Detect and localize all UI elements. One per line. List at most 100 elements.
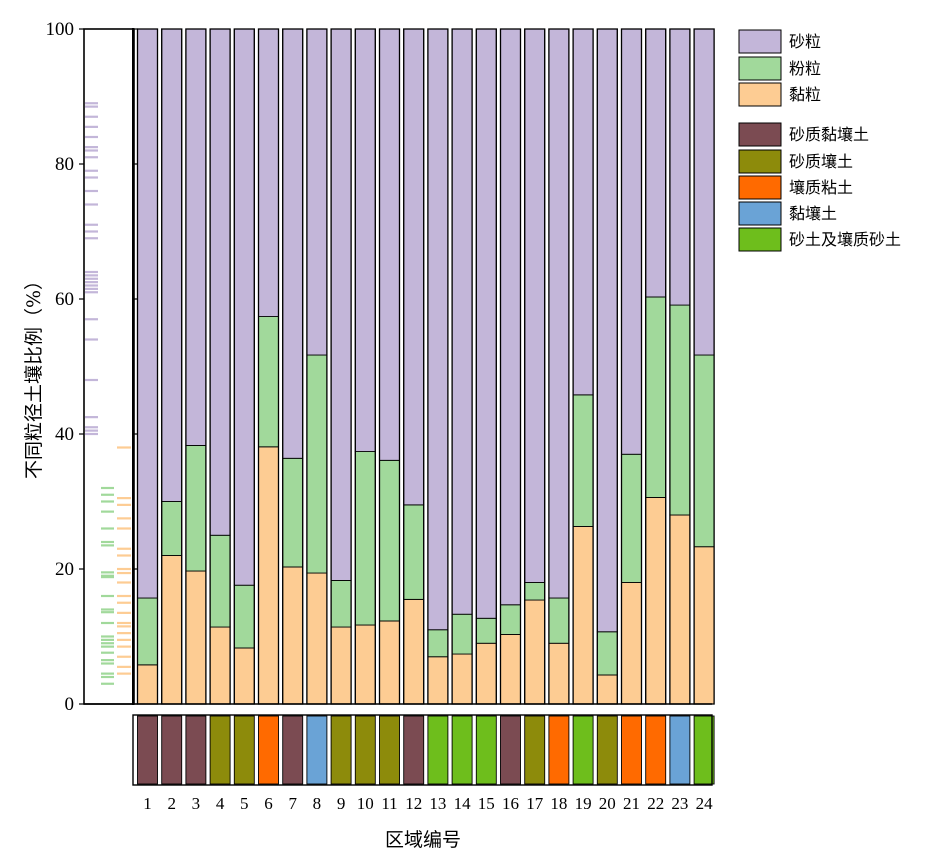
legend-label: 粉粒 — [789, 59, 821, 78]
bar-clay-5 — [233, 647, 255, 705]
legend-label: 砂质黏壤土 — [789, 125, 869, 144]
bar-clay-1 — [137, 664, 158, 705]
y-tick-label: 100 — [46, 19, 75, 40]
bar-sand-9 — [330, 28, 352, 581]
x-tick-label: 11 — [381, 794, 397, 813]
x-tick-label: 18 — [550, 794, 567, 813]
bar-clay-6 — [258, 446, 279, 705]
bar-silt-2 — [161, 501, 183, 556]
stacked-bars — [136, 28, 715, 705]
bar-sand-11 — [379, 28, 400, 461]
bar-sand-18 — [548, 28, 570, 599]
bar-sand-21 — [621, 28, 642, 455]
legend-swatch — [738, 201, 782, 226]
x-tick-label: 2 — [167, 794, 176, 813]
bar-silt-6 — [258, 316, 279, 448]
bar-silt-14 — [451, 613, 473, 655]
bar-clay-3 — [185, 570, 207, 705]
x-tick-label: 4 — [216, 794, 225, 813]
legend-label: 砂质壤土 — [789, 152, 853, 171]
distribution-rug — [85, 102, 131, 685]
texture-cell-24 — [693, 715, 715, 785]
bar-clay-18 — [548, 642, 570, 705]
bar-sand-10 — [354, 28, 376, 452]
legend-swatch — [738, 56, 782, 81]
y-tick-label: 80 — [55, 154, 74, 175]
bar-silt-11 — [379, 459, 400, 622]
x-tick-label: 10 — [357, 794, 374, 813]
bar-sand-17 — [524, 28, 546, 583]
bar-sand-6 — [258, 28, 279, 317]
texture-cell-2 — [161, 715, 183, 785]
bar-silt-18 — [548, 597, 570, 644]
bar-sand-5 — [233, 28, 255, 586]
bar-silt-21 — [621, 453, 642, 583]
bar-silt-3 — [185, 445, 207, 572]
x-tick-label: 8 — [313, 794, 322, 813]
x-tick-label: 12 — [405, 794, 422, 813]
texture-cell-17 — [524, 715, 546, 785]
bar-sand-20 — [596, 28, 618, 633]
x-tick-label: 14 — [454, 794, 472, 813]
y-tick-label: 60 — [55, 289, 74, 310]
bar-silt-23 — [669, 304, 691, 516]
bar-silt-13 — [427, 629, 449, 658]
bar-clay-20 — [596, 674, 618, 705]
legend-swatch — [738, 82, 782, 107]
bar-sand-3 — [185, 28, 207, 446]
y-axis-title: 不同粒径土壤比例（%） — [23, 271, 45, 479]
texture-cell-20 — [596, 715, 618, 785]
bar-silt-1 — [137, 597, 158, 666]
texture-cell-14 — [451, 715, 473, 785]
y-tick-label: 0 — [65, 694, 75, 715]
bar-clay-24 — [693, 546, 715, 705]
texture-cell-5 — [233, 715, 255, 785]
texture-cell-11 — [379, 715, 400, 785]
bar-sand-23 — [669, 28, 691, 306]
texture-cell-18 — [548, 715, 570, 785]
x-tick-label: 3 — [192, 794, 201, 813]
bar-silt-20 — [596, 631, 618, 676]
bar-sand-24 — [693, 28, 715, 356]
texture-cell-1 — [137, 715, 158, 785]
bar-clay-9 — [330, 626, 352, 705]
x-tick-label: 22 — [647, 794, 664, 813]
legend-label: 黏粒 — [789, 85, 821, 104]
texture-cell-22 — [645, 715, 667, 785]
bar-clay-22 — [645, 497, 667, 705]
bar-silt-24 — [693, 354, 715, 548]
bar-sand-14 — [451, 28, 473, 615]
texture-cell-16 — [500, 715, 521, 785]
x-tick-label: 1 — [143, 794, 152, 813]
bar-sand-19 — [572, 28, 594, 396]
bar-clay-15 — [475, 642, 497, 705]
bar-sand-15 — [475, 28, 497, 619]
bar-silt-10 — [354, 451, 376, 626]
texture-cell-12 — [403, 715, 425, 785]
texture-strip — [132, 714, 715, 786]
bar-sand-1 — [137, 28, 158, 599]
bar-clay-7 — [282, 566, 304, 705]
bar-sand-2 — [161, 28, 183, 502]
x-tick-label: 17 — [526, 794, 544, 813]
bar-sand-7 — [282, 28, 304, 459]
bar-clay-11 — [379, 620, 400, 705]
bar-silt-5 — [233, 584, 255, 649]
bar-clay-21 — [621, 582, 642, 705]
legend-label: 黏壤土 — [789, 204, 837, 223]
texture-cell-19 — [572, 715, 594, 785]
legend-label: 壤质粘土 — [789, 178, 853, 197]
legend-swatch — [738, 227, 782, 252]
legend-swatch — [738, 149, 782, 174]
bar-silt-19 — [572, 394, 594, 527]
bar-clay-23 — [669, 514, 691, 705]
texture-cell-6 — [258, 715, 279, 785]
x-tick-label: 15 — [478, 794, 495, 813]
bar-clay-17 — [524, 599, 546, 705]
texture-cell-9 — [330, 715, 352, 785]
bar-clay-2 — [161, 555, 183, 705]
legend-swatch — [738, 175, 782, 200]
legend-swatch — [738, 29, 782, 54]
x-tick-label: 16 — [502, 794, 519, 813]
texture-cell-4 — [209, 715, 231, 785]
